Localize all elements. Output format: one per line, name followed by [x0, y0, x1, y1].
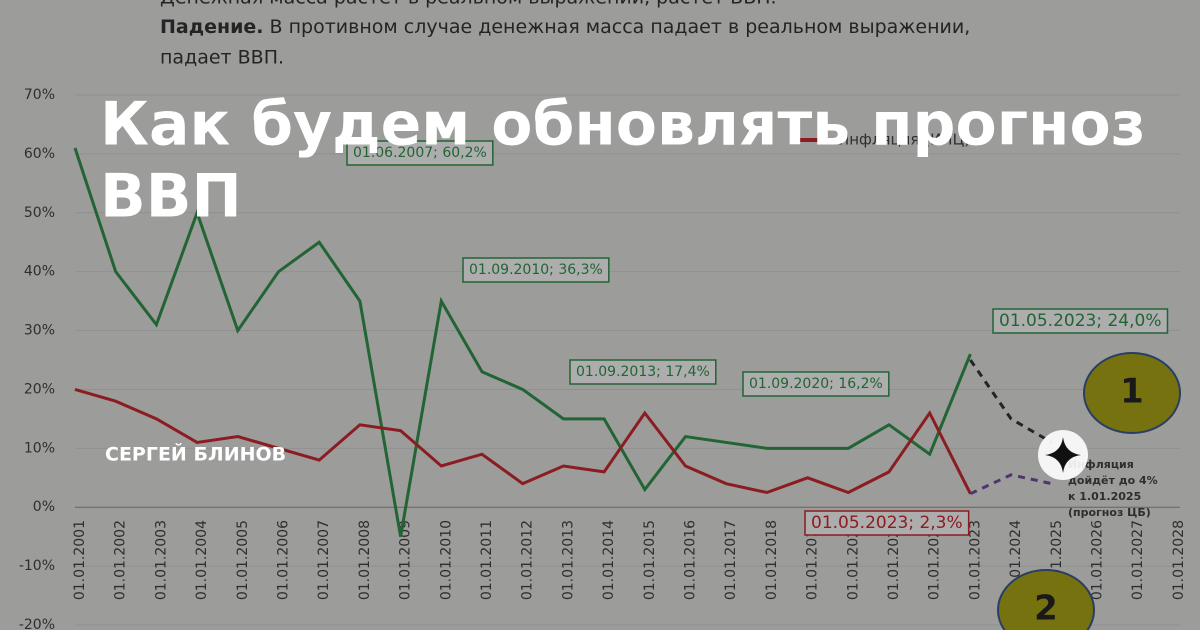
- note: (прогноз ЦБ): [1068, 506, 1151, 519]
- x-tick-label: 01.01.2001: [72, 520, 88, 600]
- header-text: Денежная масса растёт в реальном выражен…: [160, 0, 970, 69]
- annotation-box: [462, 257, 610, 283]
- card-author[interactable]: СЕРГЕЙ БЛИНОВ: [105, 443, 286, 466]
- x-tick-label: 01.01.2017: [723, 520, 739, 600]
- x-tick-label: 01.01.2009: [398, 520, 414, 600]
- x-tick-label: 01.01.2004: [194, 520, 210, 600]
- callout-label: 2: [1034, 589, 1058, 629]
- note: к 1.01.2025: [1068, 490, 1141, 503]
- x-tick-label: 01.01.2026: [1090, 520, 1106, 600]
- x-tick-label: 01.01.2007: [316, 520, 332, 600]
- y-tick-label: 70%: [24, 87, 55, 103]
- x-tick-label: 01.01.2010: [438, 520, 454, 600]
- card-title: ВВП: [100, 162, 242, 232]
- x-tick-label: 01.01.2028: [1171, 520, 1187, 600]
- x-tick-label: 01.01.2012: [520, 520, 536, 600]
- annotation-box: [742, 371, 890, 397]
- y-tick-label: 60%: [24, 146, 55, 162]
- y-tick-label: 40%: [24, 264, 55, 280]
- annotation-box: [992, 308, 1169, 334]
- annotation: 01.09.2013; 17,4%: [576, 364, 710, 380]
- annotation-box: [804, 510, 970, 536]
- y-tick-label: 50%: [24, 205, 55, 221]
- series-line: [74, 388, 972, 495]
- x-tick-label: 01.01.2005: [235, 520, 251, 600]
- annotation-box: [569, 359, 717, 385]
- x-tick-label: 01.01.2008: [357, 520, 373, 600]
- y-tick-label: 0%: [33, 499, 55, 515]
- callout-bubble: [997, 569, 1095, 630]
- header-line-text: В противном случае денежная масса падает…: [270, 16, 971, 38]
- annotation: 01.06.2007; 60,2%: [353, 145, 487, 161]
- header-bold: Падение.: [160, 16, 264, 38]
- x-tick-label: 01.01.2006: [276, 520, 292, 600]
- note: дойдёт до 4%: [1068, 474, 1158, 487]
- card-title: Как будем обновлять прогноз: [100, 90, 1146, 160]
- annotation: 01.09.2010; 36,3%: [469, 262, 603, 278]
- chart: -20% -10% 0% 10% 20% 30% 40% 50% 60% 70% 01.01.200…: [19, 87, 1187, 630]
- x-tick-label: 01.01.2018: [764, 520, 780, 600]
- logo-star: [1045, 437, 1081, 473]
- x-tick-label: 01.01.2019: [805, 520, 821, 600]
- y-tick-label: -20%: [19, 617, 55, 630]
- annotation: 01.05.2023; 24,0%: [999, 311, 1161, 331]
- x-tick-label: 01.01.2013: [560, 520, 576, 600]
- x-tick-label: 01.01.2016: [683, 520, 699, 600]
- y-tick-label: 10%: [24, 440, 55, 456]
- x-tick-label: 01.01.2021: [886, 520, 902, 600]
- annotation-box: [346, 140, 494, 166]
- header-line: Падение. В противном случае денежная мас…: [160, 16, 970, 38]
- x-tick-label: 01.01.2014: [601, 520, 617, 600]
- x-tick-label: 01.01.2023: [967, 520, 983, 600]
- callout-bubble: [1083, 352, 1181, 434]
- series-line: [969, 473, 1053, 496]
- x-tick-label: 01.01.2015: [642, 520, 658, 600]
- series-line: [969, 359, 1053, 444]
- x-tick-label: 01.01.2020: [845, 520, 861, 600]
- callout-label: 1: [1120, 372, 1144, 412]
- x-tick-label: 01.01.2022: [927, 520, 943, 600]
- x-tick-label: 01.01.2027: [1130, 520, 1146, 600]
- x-tick-label: 01.01.2003: [153, 520, 169, 600]
- x-tick-label: 01.01.2011: [479, 520, 495, 600]
- annotation: 01.09.2020; 16,2%: [749, 376, 883, 392]
- series-line: [73, 147, 972, 537]
- y-tick-label: 30%: [24, 323, 55, 339]
- header-line: падает ВВП.: [160, 47, 284, 69]
- legend-label: Инфляция (ИПЦ): [838, 131, 970, 149]
- y-tick-label: -10%: [19, 558, 55, 574]
- y-tick-label: 20%: [24, 381, 55, 397]
- logo[interactable]: [1038, 430, 1088, 480]
- annotation: 01.05.2023; 2,3%: [811, 513, 963, 533]
- x-tick-label: 01.01.2002: [113, 520, 129, 600]
- header-line: Денежная масса растёт в реальном выражен…: [160, 0, 777, 9]
